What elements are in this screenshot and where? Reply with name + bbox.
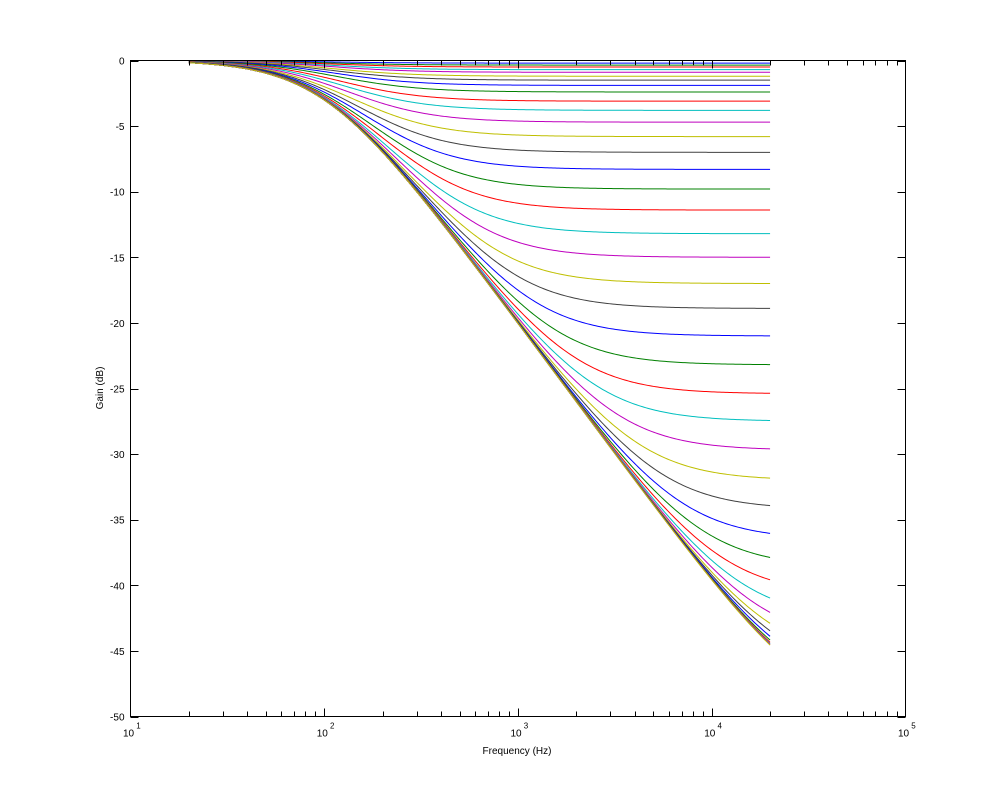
y-tick-label: -35 bbox=[110, 516, 125, 527]
series-line bbox=[188, 61, 771, 111]
series-line bbox=[188, 62, 771, 644]
series-line bbox=[188, 62, 771, 645]
y-tick-label: 0 bbox=[119, 57, 125, 68]
series-line bbox=[188, 60, 771, 73]
svg-text:3: 3 bbox=[524, 722, 529, 731]
series-line bbox=[188, 60, 771, 86]
series-line bbox=[188, 62, 771, 235]
series-line bbox=[188, 62, 771, 632]
x-tick-label: 101 bbox=[123, 722, 141, 740]
series-line bbox=[188, 60, 771, 68]
series-line bbox=[188, 60, 771, 71]
svg-text:5: 5 bbox=[911, 722, 916, 731]
series-line bbox=[188, 62, 771, 394]
y-tick-label: -50 bbox=[110, 713, 125, 724]
series-line bbox=[188, 60, 771, 81]
series-line bbox=[188, 62, 771, 637]
series-line bbox=[188, 62, 771, 337]
series-line bbox=[188, 61, 771, 102]
series-lines bbox=[188, 60, 771, 646]
series-line bbox=[188, 60, 771, 64]
y-axis-label: Gain (dB) bbox=[95, 367, 106, 410]
series-line bbox=[188, 60, 771, 66]
series-line bbox=[188, 62, 771, 211]
x-tick-label: 102 bbox=[317, 722, 335, 740]
series-line bbox=[188, 62, 771, 422]
svg-text:10: 10 bbox=[510, 729, 522, 740]
series-line bbox=[188, 61, 771, 138]
y-tick-label: -5 bbox=[116, 122, 125, 133]
axis-ticks bbox=[130, 60, 906, 718]
series-line bbox=[188, 62, 771, 641]
svg-text:10: 10 bbox=[898, 729, 910, 740]
series-line bbox=[188, 62, 771, 613]
y-tick-label: -10 bbox=[110, 188, 125, 199]
y-tick-label: -15 bbox=[110, 253, 125, 264]
y-tick-label: -25 bbox=[110, 385, 125, 396]
x-tick-label: 104 bbox=[704, 722, 722, 740]
svg-text:1: 1 bbox=[136, 722, 141, 731]
series-line bbox=[188, 62, 771, 643]
y-tick-label: -45 bbox=[110, 647, 125, 658]
series-line bbox=[188, 61, 771, 153]
x-axis-label: Frequency (Hz) bbox=[483, 746, 552, 757]
series-line bbox=[188, 61, 771, 170]
axes-frame bbox=[130, 60, 906, 717]
series-line bbox=[188, 62, 771, 507]
y-tick-label: -30 bbox=[110, 450, 125, 461]
series-line bbox=[188, 62, 771, 284]
y-tick-label: -20 bbox=[110, 319, 125, 330]
svg-text:10: 10 bbox=[317, 729, 329, 740]
series-line bbox=[188, 62, 771, 581]
y-tick-label: -40 bbox=[110, 581, 125, 592]
y-tick-labels: 0 -5 -10 -15 -20 -25 -30 -35 -40 -45 -50 bbox=[110, 57, 125, 724]
svg-text:4: 4 bbox=[718, 722, 723, 731]
series-line bbox=[188, 60, 771, 93]
series-line bbox=[188, 60, 771, 77]
x-tick-label: 105 bbox=[898, 722, 916, 740]
plot-area bbox=[130, 60, 906, 718]
series-line bbox=[188, 62, 771, 646]
series-line bbox=[188, 61, 771, 123]
svg-text:2: 2 bbox=[330, 722, 335, 731]
x-tick-label: 103 bbox=[510, 722, 528, 740]
svg-text:10: 10 bbox=[704, 729, 716, 740]
svg-text:10: 10 bbox=[123, 729, 135, 740]
series-line bbox=[188, 62, 771, 190]
series-line bbox=[188, 62, 771, 599]
